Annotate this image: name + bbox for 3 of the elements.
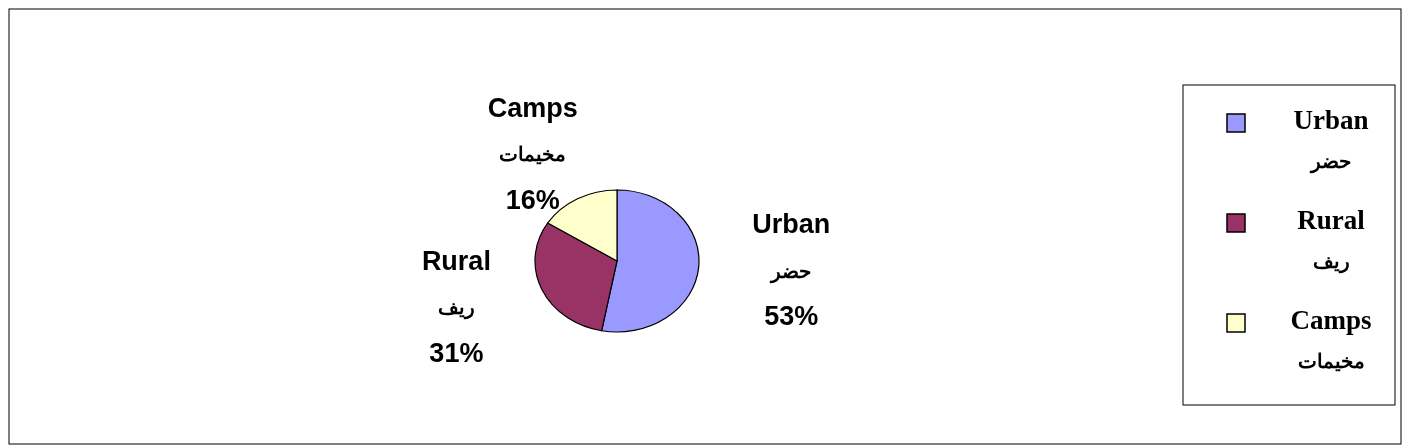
data-label: 31% <box>429 337 484 368</box>
data-label: 53% <box>764 301 819 332</box>
data-label: 16% <box>505 184 560 215</box>
